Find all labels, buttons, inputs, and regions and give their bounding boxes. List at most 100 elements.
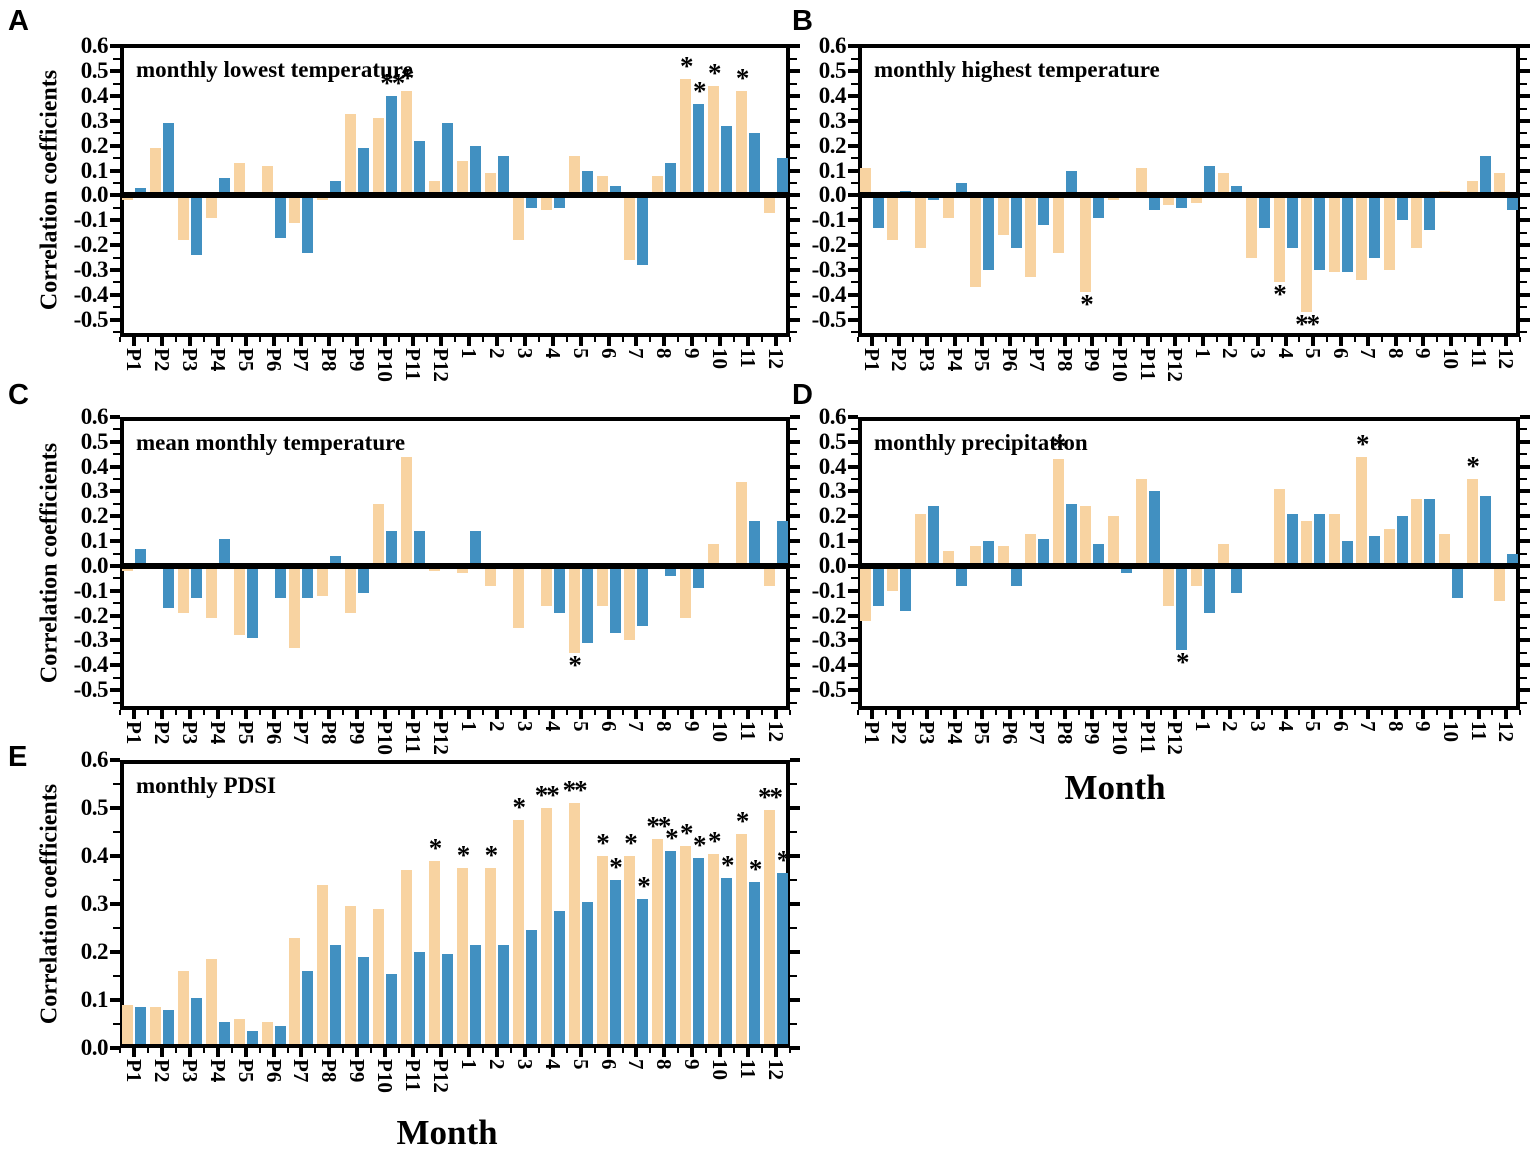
bar-orange-P10 — [373, 118, 385, 196]
y-minor-tick-mark — [113, 132, 120, 135]
y-tick-label: 0.1 — [80, 987, 109, 1012]
x-tick-mark — [1421, 710, 1426, 719]
x-minor-tick-mark — [1353, 337, 1356, 342]
bar-orange-P12 — [1163, 195, 1175, 206]
x-tick-mark — [924, 337, 929, 346]
bar-orange-P11 — [1135, 168, 1147, 196]
x-minor-tick-mark — [884, 337, 887, 342]
x-tick-mark — [466, 337, 471, 346]
bar-orange-P6 — [997, 195, 1009, 236]
y-tick-mark — [848, 218, 858, 223]
bar-blue-9 — [1424, 195, 1436, 231]
x-tick-mark — [1062, 710, 1067, 719]
bar-orange-11 — [736, 481, 748, 566]
x-tick-mark — [383, 337, 388, 346]
x-minor-tick-mark — [1353, 710, 1356, 715]
bar-blue-7 — [637, 565, 649, 626]
x-axis-label-month-bottom: Month — [396, 1113, 498, 1152]
bar-orange-5 — [568, 155, 580, 196]
y-tick-label: 0.5 — [818, 58, 847, 84]
x-minor-tick-mark — [1298, 710, 1301, 715]
y-minor-tick-mark — [851, 231, 858, 234]
bar-blue-5 — [581, 901, 593, 1044]
bar-orange-1 — [456, 868, 468, 1044]
y-minor-tick-mark — [790, 57, 797, 60]
x-minor-tick-mark — [370, 1048, 373, 1053]
y-tick-mark — [110, 317, 120, 322]
bar-blue-P9 — [1093, 543, 1105, 566]
y-tick-mark — [1520, 267, 1530, 272]
x-minor-tick-mark — [202, 710, 205, 715]
bar-orange-9 — [1411, 498, 1423, 566]
bar-blue-6 — [609, 880, 621, 1044]
y-tick-label: 0.2 — [80, 503, 109, 529]
x-minor-tick-mark — [1519, 710, 1521, 715]
x-tick-mark — [634, 1048, 639, 1057]
bar-blue-11 — [749, 882, 761, 1044]
x-tick-label: P9 — [345, 1059, 370, 1083]
bar-orange-P8 — [1052, 459, 1064, 566]
bar-blue-3 — [1258, 195, 1270, 228]
x-minor-tick-mark — [649, 1048, 652, 1053]
x-minor-tick-mark — [789, 710, 791, 715]
x-minor-tick-mark — [146, 710, 149, 715]
y-minor-tick-mark — [851, 577, 858, 580]
x-minor-tick-mark — [1022, 337, 1025, 342]
x-tick-mark — [1173, 710, 1178, 719]
bar-orange-3 — [512, 195, 524, 241]
x-tick-label: 11 — [736, 1059, 761, 1079]
bar-blue-P12 — [442, 123, 454, 196]
y-tick-mark — [790, 292, 800, 297]
x-minor-tick-mark — [967, 710, 970, 715]
y-minor-tick-mark — [790, 975, 797, 977]
y-minor-tick-mark — [1520, 651, 1527, 654]
bar-orange-3 — [512, 565, 524, 629]
y-minor-tick-mark — [1520, 132, 1527, 135]
x-tick-mark — [1338, 337, 1343, 346]
x-tick-mark — [215, 710, 220, 719]
x-tick-mark — [1035, 710, 1040, 719]
x-minor-tick-mark — [146, 1048, 149, 1053]
significance-star: * — [665, 823, 679, 854]
bar-blue-8 — [1396, 195, 1408, 221]
x-minor-tick-mark — [258, 710, 261, 715]
bar-blue-P3 — [927, 506, 939, 566]
significance-star: * — [707, 58, 722, 89]
x-tick-mark — [1338, 710, 1343, 719]
x-tick-mark — [522, 1048, 527, 1057]
x-tick-mark — [924, 710, 929, 719]
x-minor-tick-mark — [1105, 710, 1108, 715]
bar-blue-12 — [1507, 195, 1519, 211]
y-tick-mark — [848, 292, 858, 297]
x-minor-tick-mark — [1132, 710, 1135, 715]
x-minor-tick-mark — [426, 710, 429, 715]
x-tick-mark — [578, 337, 583, 346]
y-minor-tick-mark — [113, 182, 120, 185]
x-tick-label: 7 — [624, 1059, 649, 1070]
x-minor-tick-mark — [230, 337, 233, 342]
y-minor-tick-mark — [1520, 602, 1527, 605]
x-minor-tick-mark — [939, 337, 942, 342]
y-tick-label: 0.2 — [818, 132, 847, 158]
x-tick-mark — [439, 337, 444, 346]
x-tick-mark — [411, 1048, 416, 1057]
y-tick-mark — [790, 69, 800, 74]
x-tick-label: P2 — [149, 1059, 174, 1083]
x-minor-tick-mark — [565, 337, 568, 342]
x-minor-tick-mark — [509, 710, 512, 715]
x-tick-mark — [439, 710, 444, 719]
x-tick-mark — [215, 337, 220, 346]
x-minor-tick-mark — [481, 337, 484, 342]
y-minor-tick-mark — [790, 701, 797, 704]
y-tick-mark — [1520, 118, 1530, 123]
y-minor-tick-mark — [851, 206, 858, 209]
x-tick-mark — [1255, 710, 1260, 719]
y-minor-tick-mark — [113, 975, 120, 977]
zero-line — [120, 192, 790, 199]
bar-orange-5 — [1301, 521, 1313, 566]
bar-orange-P9 — [345, 906, 357, 1044]
y-minor-tick-mark — [113, 331, 120, 334]
bar-orange-P3 — [177, 565, 189, 614]
bar-blue-3 — [525, 195, 537, 208]
bar-orange-P4 — [205, 959, 217, 1044]
